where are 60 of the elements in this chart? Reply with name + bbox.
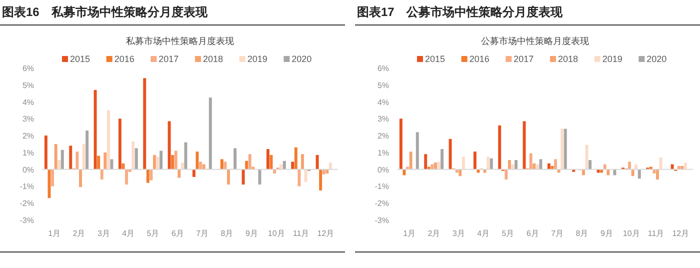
legend-label: 2017 [514,54,534,64]
x-tick-label: 7月 [551,229,564,238]
legend-label: 2019 [247,54,268,64]
x-tick-label: 2月 [428,229,440,238]
chart-title: 图表17 公募市场中性策略分月度表现 [357,5,564,19]
chart-subtitle: 公募市场中性策略月度表现 [481,36,589,46]
x-tick-label: 7月 [196,229,209,238]
y-tick-label: -2% [20,199,34,208]
x-tick-label: 11月 [648,229,664,238]
y-tick-label: 0% [22,165,34,174]
y-tick-label: -1% [20,182,34,192]
x-tick-label: 6月 [171,229,184,238]
y-tick-label: -2% [374,199,389,208]
legend-label: 2020 [292,54,312,64]
y-tick-label: 1% [377,148,389,158]
x-tick-label: 5月 [502,229,514,238]
x-tick-label: 10月 [268,229,285,238]
x-tick-label: 4月 [477,229,490,238]
x-tick-label: 4月 [122,229,135,238]
x-tick-label: 9月 [245,229,258,238]
x-tick-label: 3月 [97,229,110,238]
x-tick-label: 5月 [146,229,160,238]
y-tick-label: 5% [22,80,34,90]
x-tick-label: 8月 [220,229,234,238]
x-tick-label: 8月 [576,229,588,238]
chart-title: 图表16 私募市场中性策略分月度表现 [2,5,208,19]
y-tick-label: 5% [377,80,389,90]
legend-label: 2015 [70,54,90,64]
x-tick-label: 12月 [672,229,690,238]
legend-label: 2019 [602,54,622,64]
x-tick-label: 3月 [452,229,465,238]
y-tick-label: 4% [22,98,34,107]
legend-label: 2020 [646,54,667,64]
legend-label: 2018 [203,54,224,64]
x-tick-label: 10月 [622,229,640,238]
y-tick-label: 3% [377,114,389,124]
y-tick-label: 6% [22,64,34,73]
legend-label: 2016 [469,54,490,64]
x-tick-label: 1月 [48,229,61,238]
legend-label: 2016 [114,54,134,64]
chart-subtitle: 私募市场中性策略月度表现 [126,36,234,46]
y-tick-label: 2% [22,132,34,141]
y-tick-label: 1% [22,148,34,158]
y-tick-label: 2% [377,132,389,141]
x-tick-label: 9月 [600,229,613,238]
legend-label: 2015 [425,54,446,64]
x-tick-label: 11月 [292,229,310,238]
y-tick-label: -3% [374,216,389,225]
legend-label: 2017 [158,54,179,64]
y-tick-label: 3% [22,114,34,124]
y-tick-label: 0% [377,165,389,174]
x-tick-label: 12月 [317,229,334,238]
y-tick-label: -3% [20,216,34,225]
x-tick-label: 1月 [403,229,416,238]
y-tick-label: -1% [374,182,389,192]
y-tick-label: 6% [377,64,389,73]
x-tick-label: 6月 [526,229,539,238]
x-tick-label: 2月 [72,229,86,238]
legend-label: 2018 [558,54,578,64]
y-tick-label: 4% [377,98,389,107]
